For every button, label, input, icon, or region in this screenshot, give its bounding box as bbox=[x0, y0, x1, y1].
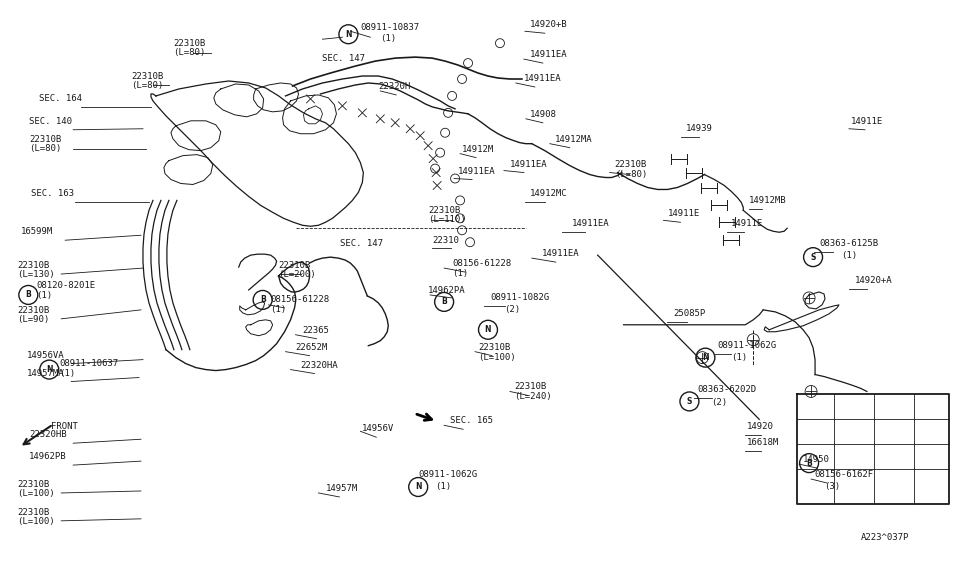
Text: 22310B: 22310B bbox=[428, 207, 460, 215]
Text: 14962PB: 14962PB bbox=[29, 452, 67, 461]
Text: 14912MA: 14912MA bbox=[555, 135, 593, 144]
Text: 22310B: 22310B bbox=[18, 261, 50, 270]
Text: 22320HA: 22320HA bbox=[300, 361, 338, 370]
Text: 08911-10637: 08911-10637 bbox=[59, 359, 118, 367]
Text: (L=100): (L=100) bbox=[18, 517, 55, 526]
Text: 08156-6162F: 08156-6162F bbox=[814, 470, 874, 479]
Text: 14911EA: 14911EA bbox=[542, 249, 579, 258]
Text: (L=80): (L=80) bbox=[614, 169, 646, 178]
Text: 08363-6202D: 08363-6202D bbox=[697, 385, 757, 395]
Text: 14957MA: 14957MA bbox=[27, 368, 65, 378]
Text: 14911EA: 14911EA bbox=[510, 160, 548, 169]
Text: 22310: 22310 bbox=[432, 236, 459, 245]
Text: S: S bbox=[686, 397, 692, 406]
Text: 14912MB: 14912MB bbox=[749, 196, 787, 205]
Text: 22320H: 22320H bbox=[378, 82, 410, 91]
Text: 08911-1082G: 08911-1082G bbox=[490, 293, 549, 302]
Text: SEC. 140: SEC. 140 bbox=[29, 117, 72, 126]
Text: N: N bbox=[345, 30, 352, 38]
Text: 22365: 22365 bbox=[302, 326, 330, 335]
Text: SEC. 164: SEC. 164 bbox=[39, 94, 82, 103]
Text: A223^037P: A223^037P bbox=[861, 533, 910, 542]
Text: (2): (2) bbox=[504, 305, 520, 314]
Text: 08911-10837: 08911-10837 bbox=[361, 23, 419, 32]
Text: (3): (3) bbox=[824, 482, 840, 491]
Text: 14957M: 14957M bbox=[326, 484, 358, 493]
Text: 14911EA: 14911EA bbox=[529, 50, 567, 59]
Text: (L=80): (L=80) bbox=[29, 144, 61, 153]
Text: 14956VA: 14956VA bbox=[27, 350, 65, 359]
Text: 22310B: 22310B bbox=[18, 306, 50, 315]
Text: 14912M: 14912M bbox=[462, 145, 494, 153]
Text: 22310B: 22310B bbox=[29, 135, 61, 144]
Text: SEC. 163: SEC. 163 bbox=[31, 190, 74, 199]
Text: (1): (1) bbox=[59, 368, 75, 378]
Text: 08156-61228: 08156-61228 bbox=[452, 259, 511, 268]
Text: (L=130): (L=130) bbox=[18, 270, 55, 279]
Text: 14911E: 14911E bbox=[851, 117, 883, 126]
Text: S: S bbox=[810, 252, 816, 261]
Text: 22310B: 22310B bbox=[279, 261, 311, 270]
Text: 22310B: 22310B bbox=[18, 508, 50, 517]
Text: SEC. 147: SEC. 147 bbox=[340, 239, 383, 248]
Text: 14911E: 14911E bbox=[668, 209, 700, 218]
Text: (L=240): (L=240) bbox=[514, 392, 552, 401]
Text: 08911-1062G: 08911-1062G bbox=[418, 470, 478, 479]
Text: B: B bbox=[25, 290, 31, 299]
Text: (L=80): (L=80) bbox=[173, 48, 205, 57]
Text: 14911EA: 14911EA bbox=[524, 74, 562, 83]
Text: 14956V: 14956V bbox=[363, 424, 395, 433]
Text: 14920+B: 14920+B bbox=[529, 20, 567, 29]
Text: 14912MC: 14912MC bbox=[529, 190, 567, 199]
Text: (1): (1) bbox=[841, 251, 857, 260]
Text: 22310B: 22310B bbox=[514, 383, 546, 392]
Text: SEC. 165: SEC. 165 bbox=[450, 417, 493, 425]
Text: (1): (1) bbox=[36, 291, 53, 300]
Text: (1): (1) bbox=[452, 269, 468, 278]
Text: FRONT: FRONT bbox=[52, 422, 78, 431]
Text: (2): (2) bbox=[712, 398, 727, 408]
Text: (L=110): (L=110) bbox=[428, 215, 466, 224]
Text: 14920: 14920 bbox=[747, 422, 774, 431]
Text: 14962PA: 14962PA bbox=[428, 286, 466, 295]
Text: B: B bbox=[259, 295, 265, 305]
Text: 22310B: 22310B bbox=[18, 480, 50, 489]
Text: 22310B: 22310B bbox=[173, 39, 205, 48]
Text: 14911E: 14911E bbox=[731, 219, 763, 228]
Text: 08120-8201E: 08120-8201E bbox=[36, 281, 96, 290]
Text: (L=200): (L=200) bbox=[279, 270, 316, 279]
Text: SEC. 147: SEC. 147 bbox=[323, 54, 366, 63]
Text: (1): (1) bbox=[271, 305, 287, 314]
Text: 14920+A: 14920+A bbox=[855, 276, 892, 285]
Text: (L=100): (L=100) bbox=[18, 489, 55, 498]
Text: B: B bbox=[442, 297, 447, 306]
Text: 22310B: 22310B bbox=[478, 342, 510, 351]
Text: 14908: 14908 bbox=[529, 110, 557, 119]
Text: 14911EA: 14911EA bbox=[571, 219, 609, 228]
Text: (L=90): (L=90) bbox=[18, 315, 50, 324]
Text: 22310B: 22310B bbox=[614, 160, 646, 169]
Text: N: N bbox=[485, 325, 491, 335]
Text: 08156-61228: 08156-61228 bbox=[271, 295, 330, 304]
Text: (L=100): (L=100) bbox=[478, 353, 516, 362]
Text: 22320HB: 22320HB bbox=[29, 430, 67, 439]
Text: (1): (1) bbox=[435, 482, 451, 491]
Text: N: N bbox=[46, 365, 53, 374]
Text: 16618M: 16618M bbox=[747, 438, 779, 447]
Text: 22652M: 22652M bbox=[295, 342, 328, 351]
Text: (L=80): (L=80) bbox=[131, 81, 163, 90]
Text: 22310B: 22310B bbox=[131, 72, 163, 81]
Text: 14950: 14950 bbox=[803, 455, 830, 464]
Text: N: N bbox=[702, 353, 709, 362]
Text: 14939: 14939 bbox=[685, 124, 713, 133]
Text: (1): (1) bbox=[731, 353, 748, 362]
Text: B: B bbox=[806, 458, 812, 468]
Text: (1): (1) bbox=[380, 34, 397, 43]
Text: 14911EA: 14911EA bbox=[458, 166, 495, 175]
Text: N: N bbox=[415, 482, 421, 491]
Text: 08911-1062G: 08911-1062G bbox=[718, 341, 776, 350]
Text: 08363-6125B: 08363-6125B bbox=[819, 239, 878, 248]
Text: 25085P: 25085P bbox=[674, 309, 706, 318]
Text: 16599M: 16599M bbox=[21, 227, 54, 236]
